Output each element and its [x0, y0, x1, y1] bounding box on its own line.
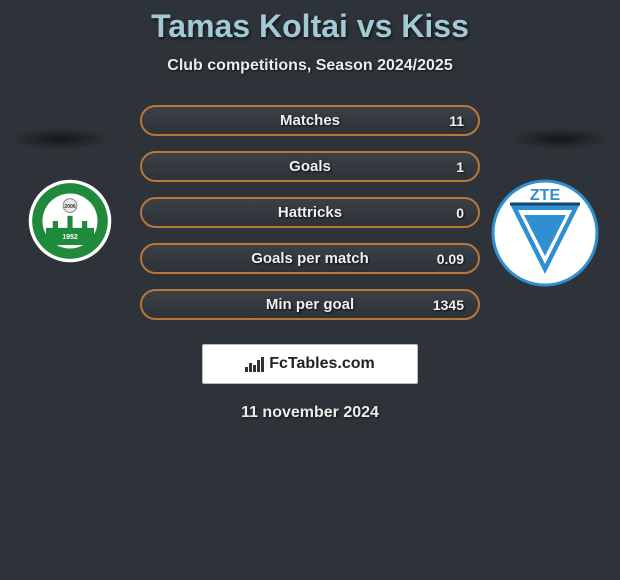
svg-text:2006: 2006: [64, 204, 76, 210]
stat-row-hattricks: Hattricks 0: [140, 197, 480, 228]
comparison-card: Tamas Koltai vs Kiss Club competitions, …: [0, 0, 620, 422]
stat-label: Hattricks: [278, 204, 342, 221]
stat-value: 0: [456, 205, 464, 221]
stat-label: Goals: [289, 158, 331, 175]
page-title: Tamas Koltai vs Kiss: [0, 8, 620, 45]
stat-value: 11: [449, 113, 464, 129]
stat-label: Matches: [280, 112, 340, 129]
crest-shadow-left: [10, 128, 110, 150]
bar-chart-icon: [245, 356, 265, 372]
shield-icon: ZTE: [490, 178, 600, 288]
stat-row-goals-per-match: Goals per match 0.09: [140, 243, 480, 274]
stat-row-goals: Goals 1: [140, 151, 480, 182]
svg-text:1952: 1952: [62, 234, 77, 241]
stat-label: Min per goal: [266, 296, 354, 313]
page-subtitle: Club competitions, Season 2024/2025: [0, 57, 620, 75]
date-label: 11 november 2024: [0, 404, 620, 422]
stat-value: 0.09: [437, 251, 464, 267]
stat-list: Matches 11 Goals 1 Hattricks 0 Goals per…: [140, 105, 480, 320]
stat-row-min-per-goal: Min per goal 1345: [140, 289, 480, 320]
crest-shadow-right: [510, 128, 610, 150]
club-crest-left: 2006 1952: [20, 178, 120, 264]
svg-text:ZTE: ZTE: [530, 187, 561, 204]
brand-link[interactable]: FcTables.com: [202, 344, 418, 384]
stat-value: 1345: [433, 297, 464, 313]
stat-label: Goals per match: [251, 250, 369, 267]
stat-value: 1: [456, 159, 464, 175]
shield-icon: 2006 1952: [20, 178, 120, 264]
brand-text: FcTables.com: [269, 355, 375, 373]
club-crest-right: ZTE: [490, 178, 600, 288]
stat-row-matches: Matches 11: [140, 105, 480, 136]
